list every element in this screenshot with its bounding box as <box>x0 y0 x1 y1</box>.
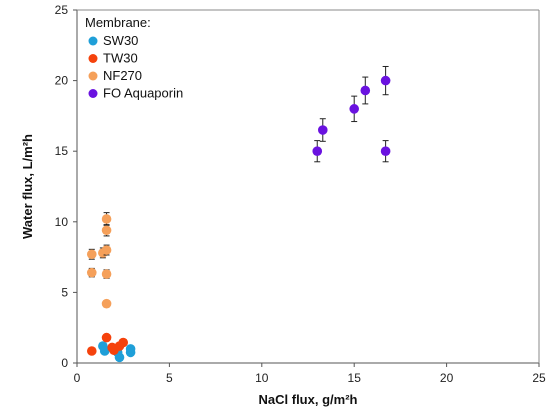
marker-nf270 <box>86 249 97 260</box>
y-axis-label: Water flux, L/m²h <box>20 134 35 239</box>
marker-sw30 <box>114 352 125 363</box>
x-axis-label: NaCl flux, g/m²h <box>259 392 358 407</box>
legend-marker <box>88 36 98 46</box>
legend-item-tw30: TW30 <box>88 51 138 66</box>
data-point-nf270 <box>101 224 112 237</box>
data-point-fo-aquaporin <box>312 140 323 163</box>
legend-items: SW30 TW30 NF270 FO Aquaporin <box>88 33 183 101</box>
marker-fo-aquaporin <box>380 75 391 86</box>
legend-label: TW30 <box>103 51 138 66</box>
legend-label: SW30 <box>103 33 138 48</box>
x-tick-label: 20 <box>440 371 454 385</box>
y-tick-label: 10 <box>55 215 69 229</box>
marker-fo-aquaporin <box>380 146 391 156</box>
legend-item-sw30: SW30 <box>88 33 138 48</box>
marker-fo-aquaporin <box>317 125 328 135</box>
marker-nf270 <box>101 269 112 279</box>
data-point-fo-aquaporin <box>380 140 391 163</box>
data-point-nf270 <box>86 248 97 260</box>
data-point-fo-aquaporin <box>349 95 360 123</box>
marker-fo-aquaporin <box>360 85 371 96</box>
legend-item-fo-aquaporin: FO Aquaporin <box>88 86 183 101</box>
data-point-tw30 <box>118 337 128 348</box>
marker-tw30 <box>118 337 128 348</box>
data-point-sw30 <box>125 347 136 358</box>
y-tick-label: 5 <box>61 285 68 299</box>
x-tick-label: 5 <box>166 371 173 385</box>
data-point-fo-aquaporin <box>360 76 371 105</box>
marker-nf270 <box>101 214 112 224</box>
data-point-nf270 <box>101 269 112 279</box>
data-point-nf270 <box>101 212 112 226</box>
marker-tw30 <box>101 332 112 343</box>
marker-nf270 <box>101 298 112 309</box>
y-tick-label: 15 <box>55 144 69 158</box>
data-point-tw30 <box>86 346 97 356</box>
data-point-nf270 <box>101 298 112 309</box>
marker-tw30 <box>86 346 97 356</box>
data-point-nf270 <box>101 244 112 256</box>
legend-marker <box>88 54 98 63</box>
data-points <box>86 65 391 363</box>
marker-sw30 <box>99 346 110 356</box>
marker-nf270 <box>101 225 112 236</box>
data-point-fo-aquaporin <box>317 118 328 142</box>
x-tick-label: 15 <box>348 371 362 385</box>
axes <box>76 9 540 364</box>
x-ticks: 0 5 10 15 20 25 <box>74 363 546 385</box>
legend-marker <box>88 89 98 98</box>
data-point-nf270 <box>86 267 97 278</box>
y-tick-label: 0 <box>61 356 68 370</box>
data-point-tw30 <box>101 332 112 343</box>
y-ticks: 0 5 10 15 20 25 <box>55 3 77 370</box>
marker-nf270 <box>86 267 97 278</box>
legend-label: NF270 <box>103 68 142 83</box>
data-point-sw30 <box>114 352 125 363</box>
y-tick-label: 20 <box>55 74 69 88</box>
legend-item-nf270: NF270 <box>88 68 142 83</box>
marker-fo-aquaporin <box>312 146 323 156</box>
legend: Membrane: SW30 TW30 NF270 FO Aquaporin <box>85 15 183 101</box>
x-tick-label: 0 <box>74 371 81 385</box>
marker-fo-aquaporin <box>349 104 360 114</box>
x-tick-label: 10 <box>255 371 269 385</box>
data-point-sw30 <box>99 346 110 356</box>
marker-sw30 <box>125 347 136 358</box>
legend-label: FO Aquaporin <box>103 86 183 101</box>
marker-nf270 <box>101 245 112 255</box>
legend-marker <box>88 71 98 81</box>
y-tick-label: 25 <box>55 3 69 17</box>
x-tick-label: 25 <box>532 371 546 385</box>
data-point-fo-aquaporin <box>380 65 391 96</box>
legend-title: Membrane: <box>85 15 151 30</box>
